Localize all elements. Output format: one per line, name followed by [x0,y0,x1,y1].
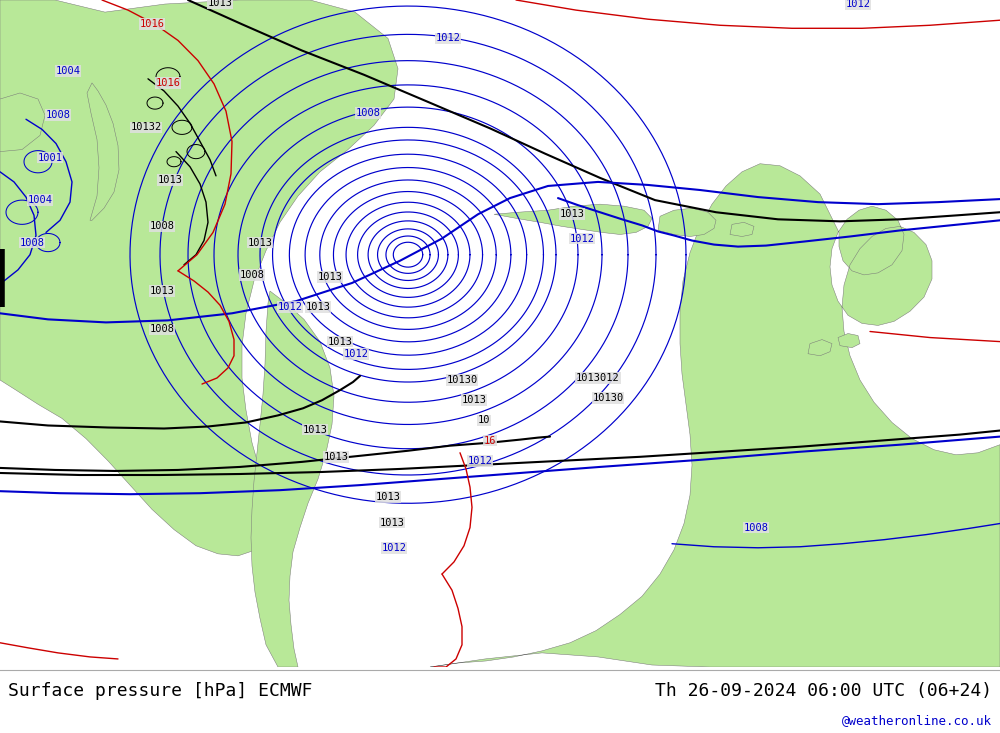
Text: 1012: 1012 [436,34,460,43]
Text: 16: 16 [484,435,496,446]
Text: 1013: 1013 [306,302,330,312]
Text: 1013012: 1013012 [576,373,620,383]
Text: 1013: 1013 [324,452,349,462]
Text: 1012: 1012 [468,456,492,466]
Text: 1012: 1012 [278,302,302,312]
Text: 1008: 1008 [20,237,44,248]
Text: 1013: 1013 [150,286,175,296]
Text: 1013: 1013 [248,237,272,248]
Text: 1012: 1012 [846,0,870,9]
Text: 1013: 1013 [328,336,352,347]
Polygon shape [0,0,398,556]
Polygon shape [808,339,832,356]
Polygon shape [838,334,860,347]
Text: @weatheronline.co.uk: @weatheronline.co.uk [842,715,992,728]
Polygon shape [87,83,119,221]
Polygon shape [658,208,716,237]
Text: 1008: 1008 [150,325,175,334]
Text: 1008: 1008 [356,108,380,118]
Polygon shape [0,93,45,152]
Text: 1013: 1013 [560,209,584,219]
Text: 1016: 1016 [156,78,180,88]
Polygon shape [494,205,652,235]
Text: Surface pressure [hPa] ECMWF: Surface pressure [hPa] ECMWF [8,682,312,700]
Text: 1013: 1013 [380,517,404,528]
Text: 10: 10 [478,416,490,425]
Text: 1013: 1013 [208,0,232,8]
Text: 1012: 1012 [570,234,594,243]
Text: 1008: 1008 [240,270,264,280]
Text: 1008: 1008 [744,523,768,533]
Text: 1004: 1004 [56,66,80,75]
Text: 10132: 10132 [130,122,162,133]
Text: 1013: 1013 [376,493,400,502]
Text: 1013: 1013 [318,272,342,282]
Text: 1013: 1013 [462,395,486,405]
Text: 10130: 10130 [446,375,478,385]
Text: 1008: 1008 [150,221,175,232]
Text: 1013: 1013 [302,424,328,435]
Text: Th 26-09-2024 06:00 UTC (06+24): Th 26-09-2024 06:00 UTC (06+24) [655,682,992,700]
Text: 1012: 1012 [344,349,368,358]
Text: 1012: 1012 [382,542,406,553]
Polygon shape [730,222,754,237]
Text: 1008: 1008 [46,110,70,120]
Text: 1013: 1013 [158,175,182,185]
Text: 1016: 1016 [140,19,164,29]
Polygon shape [430,163,1000,667]
Text: 10130: 10130 [592,393,624,403]
Text: 1001: 1001 [38,152,62,163]
Text: 1004: 1004 [28,195,52,205]
Polygon shape [251,291,334,667]
